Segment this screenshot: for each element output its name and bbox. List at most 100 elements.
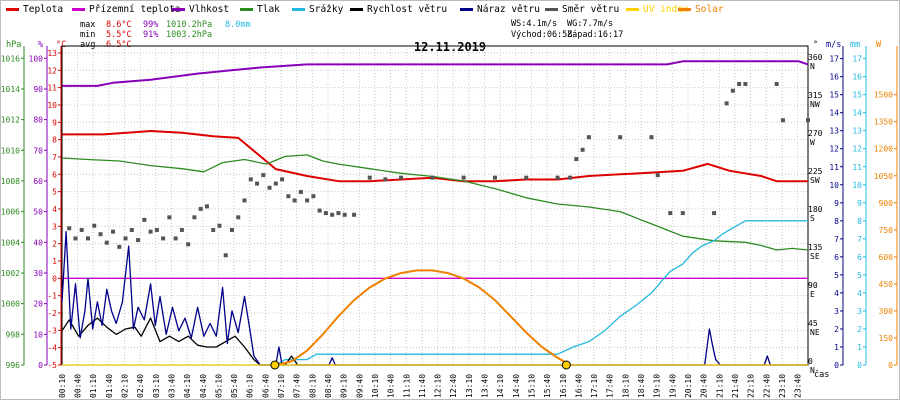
- stats-temp: 5.5°C: [106, 30, 132, 40]
- wind-direction-point: [98, 232, 103, 237]
- temperature-tick-label: 2: [52, 240, 57, 249]
- x-tick-label: 23:10: [778, 374, 787, 398]
- humidity-tick-label: 50: [33, 208, 43, 217]
- wind-direction-point: [229, 227, 234, 232]
- humidity-tick-label: 10: [33, 330, 43, 339]
- pressure-tick-label: 996: [6, 361, 21, 370]
- solar-tick-label: 1500: [874, 91, 893, 100]
- wind-tick-label: 3: [834, 307, 839, 316]
- temperature-tick-label: 10: [47, 101, 57, 110]
- wind-direction-point: [79, 227, 84, 232]
- stats-label: min: [80, 30, 95, 40]
- solar-axis-unit: W: [876, 40, 882, 50]
- direction-compass-label: N: [810, 62, 815, 71]
- temperature-tick-label: -1: [47, 292, 57, 301]
- series-line: [61, 317, 808, 366]
- wind-tick-label: 15: [829, 91, 839, 100]
- x-tick-label: 07:40: [293, 374, 302, 398]
- x-tick-label: 02:40: [136, 374, 145, 398]
- rain-tick-label: 4: [857, 289, 862, 298]
- legend-swatch: [545, 8, 558, 11]
- pressure-tick-label: 1004: [1, 238, 20, 247]
- x-tick-label: 13:40: [481, 374, 490, 398]
- x-tick-label: 00:40: [74, 374, 83, 398]
- x-tick-label: 04:10: [183, 374, 192, 398]
- humidity-tick-label: 30: [33, 269, 43, 278]
- wind-direction-point: [280, 177, 285, 182]
- wind-direction-point: [117, 244, 122, 249]
- x-tick-label: 19:10: [653, 374, 662, 398]
- plot-frame: [61, 45, 809, 366]
- stats-temp: 6.5°C: [106, 40, 132, 50]
- pressure-tick-label: 1010: [1, 146, 20, 155]
- x-tick-label: 11:40: [418, 374, 427, 398]
- pressure-tick-label: 998: [6, 330, 21, 339]
- legend-label: Srážky: [309, 4, 344, 15]
- wind-direction-point: [323, 211, 328, 216]
- x-tick-label: 14:10: [496, 374, 505, 398]
- wind-direction-point: [586, 135, 591, 140]
- wind-direction-point: [618, 135, 623, 140]
- wind-direction-point: [724, 101, 729, 106]
- wind-direction-point: [574, 157, 579, 162]
- x-tick-label: 20:10: [684, 374, 693, 398]
- temperature-tick-label: 3: [52, 222, 57, 231]
- wind-tick-label: 9: [834, 199, 839, 208]
- direction-compass-label: SW: [810, 176, 820, 185]
- stats-label: avg: [80, 40, 95, 50]
- wind-tick-label: 6: [834, 253, 839, 262]
- wind-direction-point: [298, 189, 303, 194]
- wind-direction-point: [179, 227, 184, 232]
- wind-tick-label: 16: [829, 73, 839, 82]
- wind-direction-point: [267, 185, 272, 190]
- direction-tick-label: 225: [808, 167, 823, 176]
- wind-direction-point: [192, 215, 197, 220]
- wind-direction-point: [461, 175, 466, 180]
- temperature-tick-label: 13: [47, 49, 57, 58]
- x-tick-label: 22:40: [762, 374, 771, 398]
- x-tick-label: 06:10: [246, 374, 255, 398]
- series-line: [275, 269, 571, 366]
- wind-direction-point: [136, 238, 141, 243]
- stats-humidity: 99%: [143, 20, 158, 30]
- direction-tick-label: 360: [808, 53, 823, 62]
- pressure-tick-label: 1000: [1, 300, 20, 309]
- temperature-tick-label: 7: [52, 153, 57, 162]
- legend-swatch: [350, 8, 363, 11]
- x-tick-label: 15:40: [543, 374, 552, 398]
- wind-direction-point: [154, 227, 159, 232]
- rain-axis-unit: mm: [850, 40, 860, 50]
- wind-direction-point: [255, 181, 260, 186]
- temperature-tick-label: 1: [52, 257, 57, 266]
- legend-swatch: [626, 8, 639, 11]
- pressure-tick-label: 1006: [1, 208, 20, 217]
- wind-direction-point: [317, 208, 322, 213]
- x-tick-label: 18:40: [637, 374, 646, 398]
- series-line: [61, 154, 809, 251]
- wind-direction-point: [148, 229, 153, 234]
- x-tick-label: 15:10: [527, 374, 536, 398]
- wind-tick-label: 17: [829, 55, 839, 64]
- rain-tick-label: 11: [852, 163, 862, 172]
- wind-direction-point: [73, 236, 78, 241]
- humidity-tick-label: 20: [33, 300, 43, 309]
- legend-swatch: [460, 8, 473, 11]
- rain-tick-label: 13: [852, 127, 862, 136]
- wind-direction-point: [730, 88, 735, 93]
- wind-tick-label: 4: [834, 289, 839, 298]
- wind-tick-label: 11: [829, 163, 839, 172]
- solar-tick-label: 450: [879, 280, 894, 289]
- direction-tick-label: 135: [808, 243, 823, 252]
- legend-label: UV index: [643, 4, 689, 15]
- solar-tick-label: 900: [879, 199, 894, 208]
- wind-direction-point: [649, 135, 654, 140]
- temperature-tick-label: 8: [52, 136, 57, 145]
- solar-tick-label: 150: [879, 334, 894, 343]
- wind-direction-point: [123, 236, 128, 241]
- pressure-tick-label: 1002: [1, 269, 20, 278]
- legend-label: Rychlost větru: [367, 4, 447, 15]
- wind-direction-point: [743, 81, 748, 86]
- direction-compass-label: NE: [810, 328, 820, 337]
- temperature-tick-label: -2: [47, 309, 57, 318]
